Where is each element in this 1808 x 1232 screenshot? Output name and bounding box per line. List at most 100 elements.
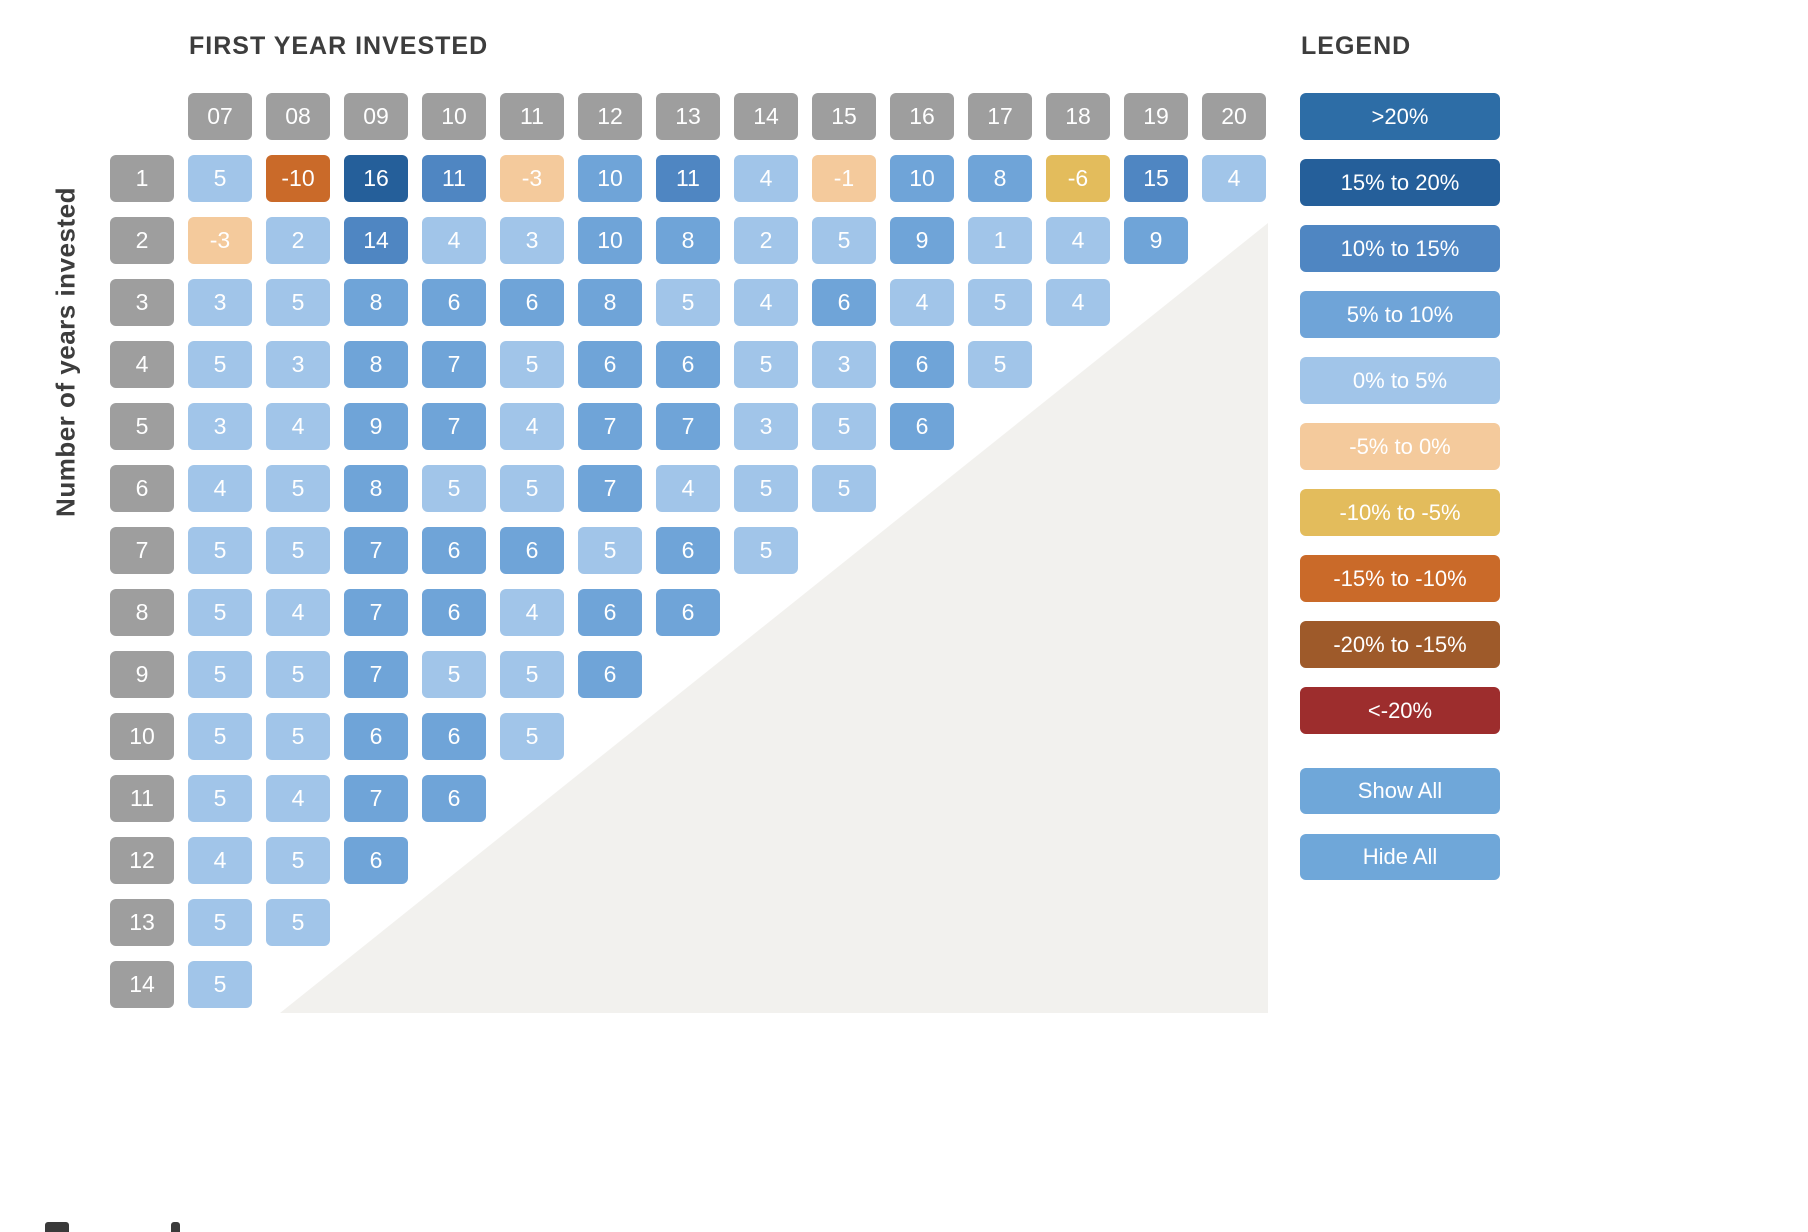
heatmap-cell-x07-y5[interactable]: 3 — [188, 403, 252, 450]
heatmap-cell-x15-y2[interactable]: 5 — [812, 217, 876, 264]
heatmap-cell-x16-y1[interactable]: 10 — [890, 155, 954, 202]
heatmap-cell-x08-y4[interactable]: 3 — [266, 341, 330, 388]
heatmap-cell-x11-y5[interactable]: 4 — [500, 403, 564, 450]
heatmap-cell-x17-y4[interactable]: 5 — [968, 341, 1032, 388]
show-all-button[interactable]: Show All — [1300, 768, 1500, 814]
heatmap-cell-x08-y9[interactable]: 5 — [266, 651, 330, 698]
heatmap-cell-x09-y3[interactable]: 8 — [344, 279, 408, 326]
heatmap-cell-x09-y12[interactable]: 6 — [344, 837, 408, 884]
heatmap-cell-x12-y1[interactable]: 10 — [578, 155, 642, 202]
heatmap-cell-x18-y3[interactable]: 4 — [1046, 279, 1110, 326]
heatmap-cell-x10-y8[interactable]: 6 — [422, 589, 486, 636]
heatmap-cell-x07-y6[interactable]: 4 — [188, 465, 252, 512]
heatmap-cell-x12-y6[interactable]: 7 — [578, 465, 642, 512]
heatmap-cell-x10-y9[interactable]: 5 — [422, 651, 486, 698]
hide-all-button[interactable]: Hide All — [1300, 834, 1500, 880]
heatmap-cell-x08-y8[interactable]: 4 — [266, 589, 330, 636]
heatmap-cell-x09-y5[interactable]: 9 — [344, 403, 408, 450]
heatmap-cell-x15-y5[interactable]: 5 — [812, 403, 876, 450]
heatmap-cell-x14-y7[interactable]: 5 — [734, 527, 798, 574]
heatmap-cell-x13-y2[interactable]: 8 — [656, 217, 720, 264]
heatmap-cell-x08-y12[interactable]: 5 — [266, 837, 330, 884]
heatmap-cell-x13-y6[interactable]: 4 — [656, 465, 720, 512]
heatmap-cell-x11-y9[interactable]: 5 — [500, 651, 564, 698]
legend-item-n5_0[interactable]: -5% to 0% — [1300, 423, 1500, 470]
heatmap-cell-x07-y1[interactable]: 5 — [188, 155, 252, 202]
heatmap-cell-x12-y5[interactable]: 7 — [578, 403, 642, 450]
heatmap-cell-x14-y2[interactable]: 2 — [734, 217, 798, 264]
heatmap-cell-x09-y1[interactable]: 16 — [344, 155, 408, 202]
heatmap-cell-x11-y8[interactable]: 4 — [500, 589, 564, 636]
heatmap-cell-x10-y11[interactable]: 6 — [422, 775, 486, 822]
heatmap-cell-x09-y2[interactable]: 14 — [344, 217, 408, 264]
heatmap-cell-x10-y2[interactable]: 4 — [422, 217, 486, 264]
heatmap-cell-x07-y13[interactable]: 5 — [188, 899, 252, 946]
heatmap-cell-x16-y5[interactable]: 6 — [890, 403, 954, 450]
heatmap-cell-x09-y7[interactable]: 7 — [344, 527, 408, 574]
heatmap-cell-x11-y4[interactable]: 5 — [500, 341, 564, 388]
heatmap-cell-x13-y1[interactable]: 11 — [656, 155, 720, 202]
heatmap-cell-x13-y4[interactable]: 6 — [656, 341, 720, 388]
heatmap-cell-x20-y1[interactable]: 4 — [1202, 155, 1266, 202]
heatmap-cell-x07-y8[interactable]: 5 — [188, 589, 252, 636]
heatmap-cell-x07-y2[interactable]: -3 — [188, 217, 252, 264]
heatmap-cell-x09-y4[interactable]: 8 — [344, 341, 408, 388]
heatmap-cell-x07-y9[interactable]: 5 — [188, 651, 252, 698]
heatmap-cell-x09-y10[interactable]: 6 — [344, 713, 408, 760]
heatmap-cell-x07-y4[interactable]: 5 — [188, 341, 252, 388]
legend-item-p10_15[interactable]: 10% to 15% — [1300, 225, 1500, 272]
heatmap-cell-x08-y1[interactable]: -10 — [266, 155, 330, 202]
heatmap-cell-x09-y8[interactable]: 7 — [344, 589, 408, 636]
heatmap-cell-x10-y1[interactable]: 11 — [422, 155, 486, 202]
heatmap-cell-x11-y1[interactable]: -3 — [500, 155, 564, 202]
heatmap-cell-x08-y7[interactable]: 5 — [266, 527, 330, 574]
heatmap-cell-x15-y4[interactable]: 3 — [812, 341, 876, 388]
heatmap-cell-x15-y1[interactable]: -1 — [812, 155, 876, 202]
heatmap-cell-x13-y8[interactable]: 6 — [656, 589, 720, 636]
heatmap-cell-x11-y6[interactable]: 5 — [500, 465, 564, 512]
legend-item-p0_5[interactable]: 0% to 5% — [1300, 357, 1500, 404]
heatmap-cell-x09-y9[interactable]: 7 — [344, 651, 408, 698]
heatmap-cell-x11-y3[interactable]: 6 — [500, 279, 564, 326]
heatmap-cell-x14-y5[interactable]: 3 — [734, 403, 798, 450]
heatmap-cell-x15-y6[interactable]: 5 — [812, 465, 876, 512]
heatmap-cell-x08-y6[interactable]: 5 — [266, 465, 330, 512]
heatmap-cell-x07-y14[interactable]: 5 — [188, 961, 252, 1008]
heatmap-cell-x14-y6[interactable]: 5 — [734, 465, 798, 512]
heatmap-cell-x17-y1[interactable]: 8 — [968, 155, 1032, 202]
heatmap-cell-x12-y8[interactable]: 6 — [578, 589, 642, 636]
heatmap-cell-x18-y1[interactable]: -6 — [1046, 155, 1110, 202]
heatmap-cell-x10-y4[interactable]: 7 — [422, 341, 486, 388]
heatmap-cell-x19-y1[interactable]: 15 — [1124, 155, 1188, 202]
heatmap-cell-x10-y6[interactable]: 5 — [422, 465, 486, 512]
heatmap-cell-x07-y12[interactable]: 4 — [188, 837, 252, 884]
heatmap-cell-x10-y7[interactable]: 6 — [422, 527, 486, 574]
heatmap-cell-x08-y11[interactable]: 4 — [266, 775, 330, 822]
legend-item-p5_10[interactable]: 5% to 10% — [1300, 291, 1500, 338]
heatmap-cell-x17-y3[interactable]: 5 — [968, 279, 1032, 326]
heatmap-cell-x09-y6[interactable]: 8 — [344, 465, 408, 512]
legend-item-n15_10[interactable]: -15% to -10% — [1300, 555, 1500, 602]
heatmap-cell-x12-y4[interactable]: 6 — [578, 341, 642, 388]
heatmap-cell-x16-y2[interactable]: 9 — [890, 217, 954, 264]
heatmap-cell-x08-y13[interactable]: 5 — [266, 899, 330, 946]
heatmap-cell-x14-y4[interactable]: 5 — [734, 341, 798, 388]
heatmap-cell-x19-y2[interactable]: 9 — [1124, 217, 1188, 264]
heatmap-cell-x07-y11[interactable]: 5 — [188, 775, 252, 822]
heatmap-cell-x10-y3[interactable]: 6 — [422, 279, 486, 326]
heatmap-cell-x12-y2[interactable]: 10 — [578, 217, 642, 264]
heatmap-cell-x18-y2[interactable]: 4 — [1046, 217, 1110, 264]
heatmap-cell-x10-y5[interactable]: 7 — [422, 403, 486, 450]
heatmap-cell-x12-y3[interactable]: 8 — [578, 279, 642, 326]
heatmap-cell-x16-y4[interactable]: 6 — [890, 341, 954, 388]
heatmap-cell-x08-y5[interactable]: 4 — [266, 403, 330, 450]
legend-item-p15_20[interactable]: 15% to 20% — [1300, 159, 1500, 206]
heatmap-cell-x13-y3[interactable]: 5 — [656, 279, 720, 326]
heatmap-cell-x08-y10[interactable]: 5 — [266, 713, 330, 760]
heatmap-cell-x11-y10[interactable]: 5 — [500, 713, 564, 760]
heatmap-cell-x08-y2[interactable]: 2 — [266, 217, 330, 264]
legend-item-ln20[interactable]: <-20% — [1300, 687, 1500, 734]
heatmap-cell-x15-y3[interactable]: 6 — [812, 279, 876, 326]
heatmap-cell-x09-y11[interactable]: 7 — [344, 775, 408, 822]
heatmap-cell-x14-y3[interactable]: 4 — [734, 279, 798, 326]
